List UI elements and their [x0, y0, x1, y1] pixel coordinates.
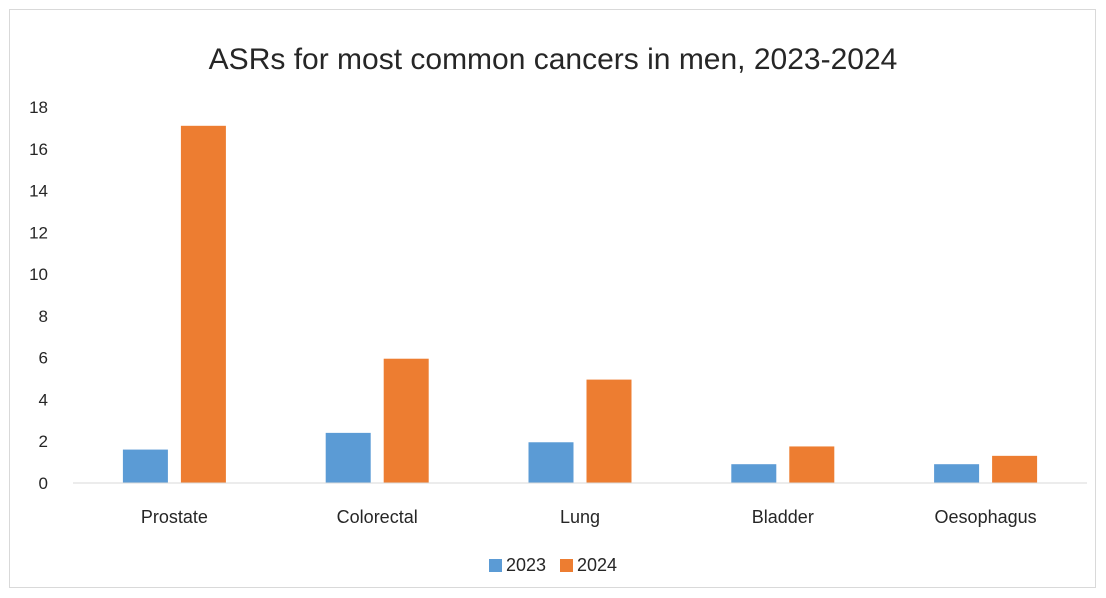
legend-swatch [560, 559, 573, 572]
y-tick-label: 12 [29, 223, 48, 242]
legend-item-2024: 2024 [560, 555, 617, 576]
y-tick-label: 10 [29, 265, 48, 284]
bar-2024-bladder [789, 446, 835, 483]
bars [122, 125, 1038, 484]
y-tick-label: 6 [39, 349, 48, 368]
bar-2023-prostate [122, 449, 168, 483]
y-tick-label: 2 [39, 432, 48, 451]
bar-2023-bladder [731, 464, 777, 483]
bar-2024-oesophagus [992, 455, 1038, 483]
bar-2024-colorectal [383, 358, 429, 483]
x-category-label: Prostate [141, 507, 208, 527]
y-tick-label: 16 [29, 140, 48, 159]
x-category-label: Bladder [752, 507, 814, 527]
y-axis-ticks: 0 2 4 6 8 10 12 14 16 18 [29, 98, 48, 493]
x-category-label: Colorectal [337, 507, 418, 527]
bar-2023-colorectal [325, 432, 371, 483]
legend-item-2023: 2023 [488, 555, 546, 576]
legend-label: 2023 [505, 555, 546, 575]
x-axis-labels: Prostate Colorectal Lung Bladder Oesophagus [141, 507, 1037, 527]
y-tick-label: 0 [39, 474, 48, 493]
x-category-label: Lung [560, 507, 600, 527]
y-tick-label: 18 [29, 98, 48, 117]
y-tick-label: 4 [39, 390, 48, 409]
legend-swatch [488, 559, 502, 572]
bar-2023-lung [528, 442, 574, 483]
legend-label: 2024 [577, 555, 618, 575]
y-tick-label: 14 [29, 182, 48, 201]
bar-2023-oesophagus [934, 464, 980, 483]
bar-2024-lung [586, 379, 632, 483]
y-tick-label: 8 [39, 307, 48, 326]
x-category-label: Oesophagus [935, 507, 1037, 527]
chart-title: ASRs for most common cancers in men, 202… [208, 43, 898, 76]
legend: 2023 2024 [0, 555, 1106, 576]
bar-2024-prostate [180, 125, 226, 484]
